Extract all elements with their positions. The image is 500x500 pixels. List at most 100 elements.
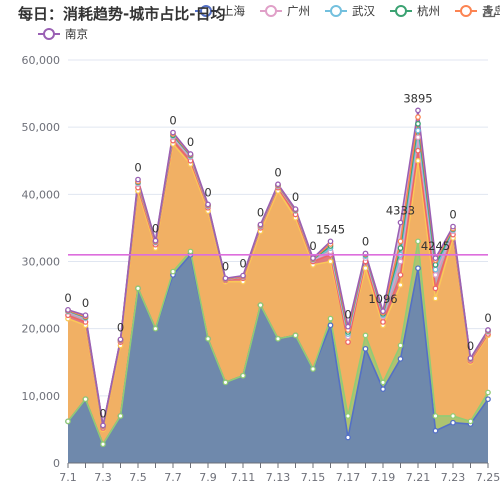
data-point[interactable]: [65, 418, 71, 425]
data-point[interactable]: [187, 248, 194, 255]
data-point[interactable]: [275, 335, 281, 342]
data-point[interactable]: [222, 379, 229, 386]
data-point[interactable]: [415, 157, 421, 164]
legend-item[interactable]: 南京: [38, 27, 88, 41]
legend-label: 南京: [65, 27, 88, 41]
data-point[interactable]: [432, 285, 439, 292]
data-point[interactable]: [450, 419, 456, 426]
data-point[interactable]: [397, 282, 404, 288]
data-point[interactable]: [170, 268, 176, 275]
data-point[interactable]: [380, 379, 386, 386]
data-point[interactable]: [397, 219, 404, 226]
x-tick-label: 7.15: [301, 471, 326, 484]
data-point[interactable]: [327, 238, 334, 245]
data-point[interactable]: [292, 332, 299, 339]
data-point[interactable]: [170, 129, 176, 136]
data-point[interactable]: [415, 127, 421, 134]
legend-swatch-dot: [200, 5, 212, 17]
data-point[interactable]: [485, 396, 491, 403]
data-point[interactable]: [485, 327, 491, 333]
download-icon[interactable]: [482, 4, 496, 18]
legend-item[interactable]: 武汉: [325, 4, 375, 18]
data-point[interactable]: [362, 332, 369, 339]
data-point[interactable]: [327, 258, 334, 265]
data-label: 0: [152, 222, 159, 236]
data-point[interactable]: [415, 147, 421, 154]
data-point[interactable]: [310, 255, 316, 261]
data-point[interactable]: [152, 237, 159, 244]
x-tick-label: 7.13: [266, 471, 291, 484]
data-point[interactable]: [432, 427, 439, 434]
data-point[interactable]: [432, 266, 439, 273]
data-point[interactable]: [257, 221, 264, 228]
data-point[interactable]: [362, 345, 369, 352]
data-point[interactable]: [205, 201, 211, 208]
data-point[interactable]: [345, 434, 351, 441]
data-label: 0: [309, 239, 316, 253]
data-point[interactable]: [117, 413, 124, 419]
data-point[interactable]: [82, 396, 89, 403]
data-point[interactable]: [415, 120, 421, 127]
data-point[interactable]: [485, 389, 491, 396]
data-label: 0: [274, 165, 281, 179]
data-point[interactable]: [345, 339, 351, 345]
data-point[interactable]: [397, 342, 404, 349]
data-point[interactable]: [135, 176, 141, 183]
data-point[interactable]: [222, 275, 229, 282]
x-tick-label: 7.23: [441, 471, 466, 484]
data-point[interactable]: [100, 422, 106, 429]
legend-item[interactable]: 广州: [260, 4, 310, 18]
legend-item[interactable]: 上海: [195, 4, 245, 18]
data-point[interactable]: [327, 322, 334, 329]
data-point[interactable]: [100, 441, 106, 448]
data-point[interactable]: [415, 238, 421, 245]
x-tick-label: 7.1: [59, 471, 77, 484]
legend-item[interactable]: 杭州: [390, 4, 440, 18]
legend-label: 广州: [287, 4, 310, 18]
data-point[interactable]: [257, 302, 264, 309]
data-point[interactable]: [152, 325, 159, 332]
data-point[interactable]: [415, 265, 421, 272]
data-point[interactable]: [467, 355, 474, 362]
data-point[interactable]: [432, 295, 439, 302]
data-label: 0: [484, 311, 491, 325]
data-label: 4333: [386, 204, 415, 218]
data-point[interactable]: [327, 315, 334, 322]
data-point[interactable]: [380, 319, 386, 325]
data-point[interactable]: [432, 255, 439, 261]
data-point[interactable]: [362, 265, 369, 272]
data-point[interactable]: [135, 285, 141, 292]
x-tick-label: 7.21: [406, 471, 431, 484]
data-point[interactable]: [240, 272, 246, 279]
data-point[interactable]: [397, 238, 404, 245]
data-point[interactable]: [205, 335, 211, 342]
data-point[interactable]: [450, 413, 456, 419]
data-point[interactable]: [275, 181, 281, 188]
x-tick-label: 7.5: [129, 471, 147, 484]
data-point[interactable]: [310, 366, 316, 372]
data-point[interactable]: [345, 413, 351, 419]
data-point[interactable]: [187, 151, 194, 157]
data-point[interactable]: [415, 134, 421, 141]
data-point[interactable]: [380, 386, 386, 392]
data-point[interactable]: [450, 223, 456, 230]
data-point[interactable]: [397, 258, 404, 265]
data-point[interactable]: [415, 114, 421, 120]
data-point[interactable]: [415, 107, 421, 114]
data-point[interactable]: [432, 262, 439, 268]
data-point[interactable]: [380, 308, 386, 315]
data-point[interactable]: [240, 372, 246, 379]
data-point[interactable]: [432, 413, 439, 419]
data-point[interactable]: [117, 336, 124, 343]
data-point[interactable]: [397, 245, 404, 251]
data-point[interactable]: [467, 418, 474, 425]
data-label: 0: [82, 296, 89, 310]
data-point[interactable]: [292, 206, 299, 212]
data-point[interactable]: [82, 312, 89, 319]
data-point[interactable]: [397, 272, 404, 278]
data-point[interactable]: [397, 356, 404, 362]
data-point[interactable]: [432, 272, 439, 278]
data-point[interactable]: [65, 307, 71, 313]
data-point[interactable]: [345, 323, 351, 330]
